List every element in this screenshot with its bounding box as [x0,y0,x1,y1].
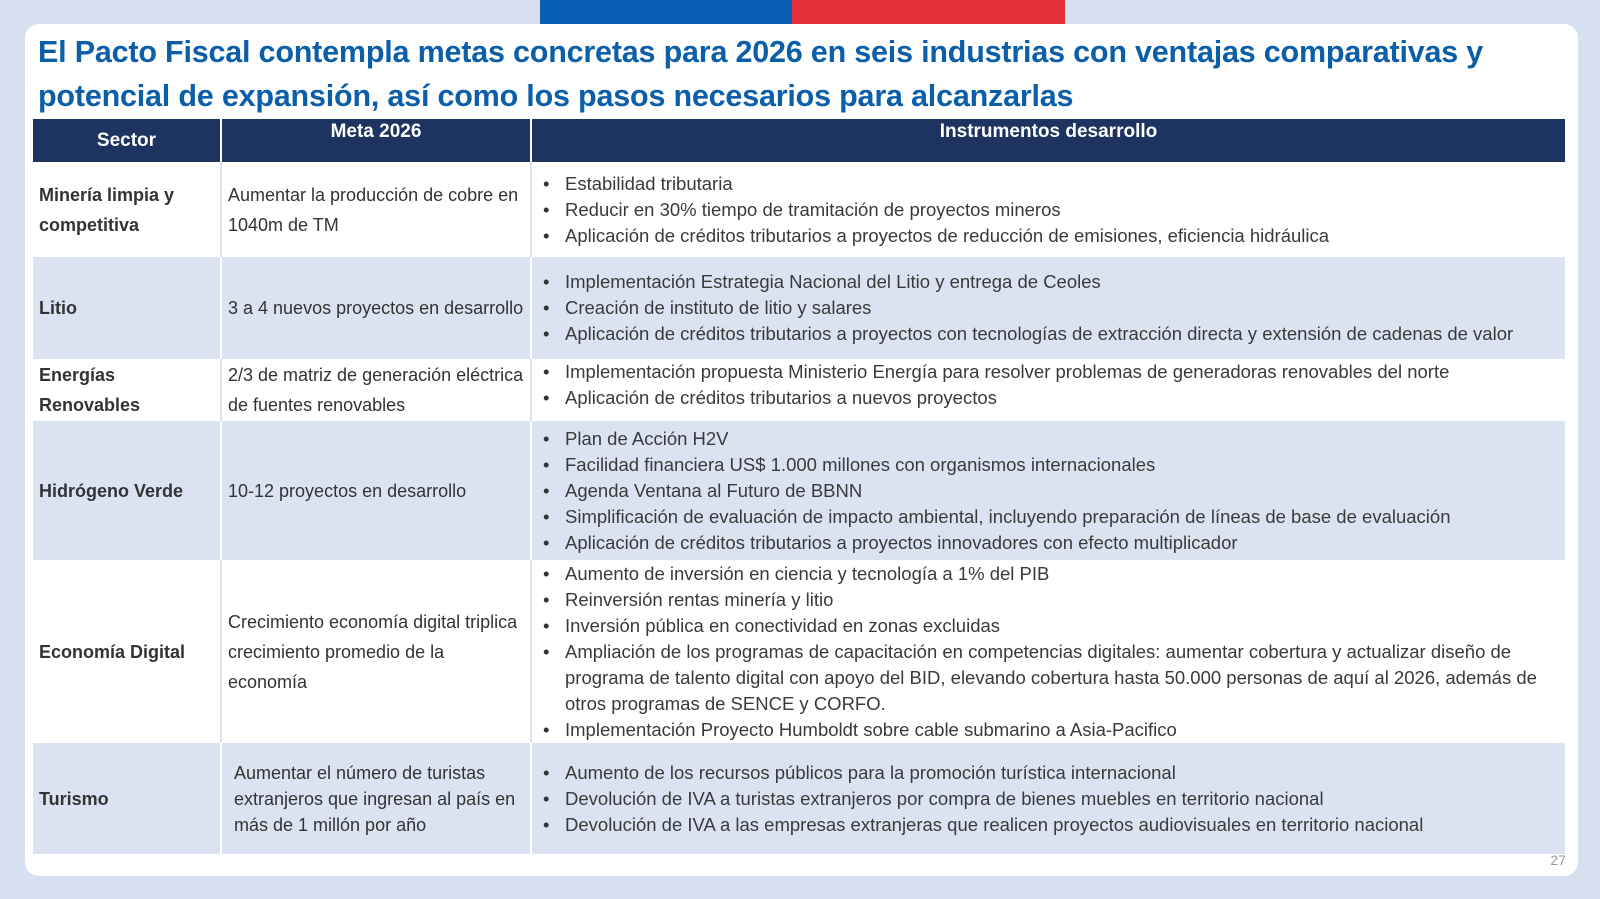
page-number: 27 [1550,852,1566,868]
sector-cell: Energías Renovables [33,359,222,421]
header-meta: Meta 2026 [221,119,532,162]
list-item: Aumento de los recursos públicos para la… [543,760,1559,786]
table-row-mineria: Minería limpia y competitiva Aumentar la… [33,162,1565,257]
meta-cell: 3 a 4 nuevos proyectos en desarrollo [221,257,532,359]
list-item: Aumento de inversión en ciencia y tecnol… [543,561,1559,587]
list-item: Agenda Ventana al Futuro de BBNN [543,478,1559,504]
instrumentos-cell: Plan de Acción H2V Facilidad financiera … [531,421,1565,560]
list-item: Simplificación de evaluación de impacto … [543,504,1559,530]
table-row-turismo: Turismo Aumentar el número de turistas e… [33,743,1565,854]
list-item: Aplicación de créditos tributarios a pro… [543,321,1559,347]
header-instrumentos: Instrumentos desarrollo [531,119,1565,162]
instrumentos-cell: Aumento de inversión en ciencia y tecnol… [531,560,1565,743]
list-item: Implementación Proyecto Humboldt sobre c… [543,717,1559,743]
sector-cell: Turismo [33,743,222,854]
table-row-hidrogeno: Hidrógeno Verde 10-12 proyectos en desar… [33,421,1565,560]
header-sector: Sector [33,119,222,162]
list-item: Devolución de IVA a las empresas extranj… [543,812,1559,838]
meta-cell: 2/3 de matriz de generación eléctrica de… [221,359,532,421]
slide: El Pacto Fiscal contempla metas concreta… [25,24,1578,876]
meta-cell: Aumentar la producción de cobre en 1040m… [221,162,532,257]
instrumentos-cell: Implementación Estrategia Nacional del L… [531,257,1565,359]
list-item: Reinversión rentas minería y litio [543,587,1559,613]
instrumentos-list: Aumento de inversión en ciencia y tecnol… [538,561,1559,743]
table-row-economia-digital: Economía Digital Crecimiento economía di… [33,560,1565,743]
sector-cell: Minería limpia y competitiva [33,162,222,257]
goals-table: Sector Meta 2026 Instrumentos desarrollo… [33,119,1565,854]
instrumentos-cell: Aumento de los recursos públicos para la… [531,743,1565,854]
instrumentos-list: Aumento de los recursos públicos para la… [538,760,1559,838]
flag-stripe-red [792,0,1065,24]
sector-cell: Litio [33,257,222,359]
list-item: Plan de Acción H2V [543,426,1559,452]
list-item: Devolución de IVA a turistas extranjeros… [543,786,1559,812]
instrumentos-list: Plan de Acción H2V Facilidad financiera … [538,426,1559,556]
list-item: Aplicación de créditos tributarios a nue… [543,385,1559,411]
meta-cell: Aumentar el número de turistas extranjer… [221,743,532,854]
slide-title: El Pacto Fiscal contempla metas concreta… [38,35,1484,113]
list-item: Facilidad financiera US$ 1.000 millones … [543,452,1559,478]
list-item: Ampliación de los programas de capacitac… [543,639,1559,717]
list-item: Aplicación de créditos tributarios a pro… [543,530,1559,556]
instrumentos-cell: Estabilidad tributaria Reducir en 30% ti… [531,162,1565,257]
instrumentos-list: Estabilidad tributaria Reducir en 30% ti… [538,171,1559,249]
list-item: Creación de instituto de litio y salares [543,295,1559,321]
table-row-litio: Litio 3 a 4 nuevos proyectos en desarrol… [33,257,1565,359]
list-item: Implementación propuesta Ministerio Ener… [543,359,1559,385]
table-row-energias: Energías Renovables 2/3 de matriz de gen… [33,359,1565,421]
meta-cell: 10-12 proyectos en desarrollo [221,421,532,560]
instrumentos-list: Implementación Estrategia Nacional del L… [538,269,1559,347]
list-item: Estabilidad tributaria [543,171,1559,197]
sector-cell: Economía Digital [33,560,222,743]
instrumentos-list: Implementación propuesta Ministerio Ener… [538,359,1559,411]
sector-cell: Hidrógeno Verde [33,421,222,560]
list-item: Inversión pública en conectividad en zon… [543,613,1559,639]
meta-cell: Crecimiento economía digital triplica cr… [221,560,532,743]
list-item: Implementación Estrategia Nacional del L… [543,269,1559,295]
list-item: Aplicación de créditos tributarios a pro… [543,223,1559,249]
instrumentos-cell: Implementación propuesta Ministerio Ener… [531,359,1565,421]
table-header-row: Sector Meta 2026 Instrumentos desarrollo [33,119,1565,162]
flag-stripe-blue [540,0,792,24]
list-item: Reducir en 30% tiempo de tramitación de … [543,197,1559,223]
